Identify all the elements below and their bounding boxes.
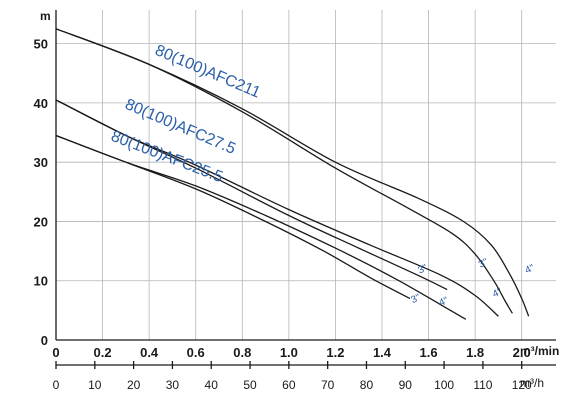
grid [56, 10, 556, 340]
y-tick-label: 40 [34, 96, 48, 111]
curve-series-4 [55, 134, 411, 300]
pipe-size-label: 4" [491, 286, 504, 300]
axes [55, 10, 556, 366]
curve-series-5 [55, 134, 467, 320]
curve-series-0 [55, 28, 513, 314]
y-tick-label: 10 [34, 274, 48, 289]
secondary-x-tick-label: 40 [205, 378, 219, 392]
secondary-x-tick-label: 30 [166, 378, 180, 392]
x-tick-label: 1.6 [420, 345, 438, 360]
x-tick-label: 0.2 [94, 345, 112, 360]
secondary-x-tick-label: 10 [88, 378, 102, 392]
x-tick-label: 1.0 [280, 345, 298, 360]
x-tick-label: 0.6 [187, 345, 205, 360]
x-tick-label: 1.4 [373, 345, 392, 360]
curve-series-1 [55, 28, 530, 317]
pipe-size-label: 4" [437, 295, 450, 309]
x-tick-label: 0.4 [140, 345, 159, 360]
x-tick-label: 2.0 [513, 345, 531, 360]
curve-series-3 [55, 99, 499, 317]
y-tick-label: 30 [34, 155, 48, 170]
secondary-x-tick-label: 90 [399, 378, 413, 392]
x-tick-label: 1.8 [466, 345, 484, 360]
pipe-size-label: 3" [409, 292, 422, 306]
secondary-x-tick-label: 60 [282, 378, 296, 392]
x-tick-label: 0 [52, 345, 59, 360]
pipe-size-label: 4" [524, 262, 537, 276]
pipe-size-label: 3" [416, 262, 429, 276]
y-tick-label: 50 [34, 37, 48, 52]
tick-labels: 0 0.2 0.4 0.6 0.8 1.0 1.2 1.4 1.6 1.8 2.0 0 10 20 30 40… [34, 37, 533, 392]
secondary-x-tick-label: 100 [434, 378, 454, 392]
y-tick-label: 0 [41, 333, 48, 348]
x-tick-label: 0.8 [233, 345, 251, 360]
pipe-size-label: 3" [477, 257, 490, 271]
secondary-x-tick-label: 0 [53, 378, 60, 392]
curves [55, 28, 530, 320]
y-axis-unit: m [40, 9, 51, 23]
y-tick-label: 20 [34, 214, 48, 229]
secondary-x-tick-label: 20 [127, 378, 141, 392]
secondary-x-tick-label: 80 [360, 378, 374, 392]
x-axis-unit: m³/min [520, 344, 559, 358]
secondary-x-tick-label: 120 [512, 378, 532, 392]
secondary-x-tick-label: 50 [243, 378, 257, 392]
x-tick-label: 1.2 [326, 345, 344, 360]
secondary-x-tick-label: 70 [321, 378, 335, 392]
secondary-x-tick-label: 110 [473, 378, 492, 392]
secondary-x-axis-unit: m³/h [520, 376, 544, 390]
